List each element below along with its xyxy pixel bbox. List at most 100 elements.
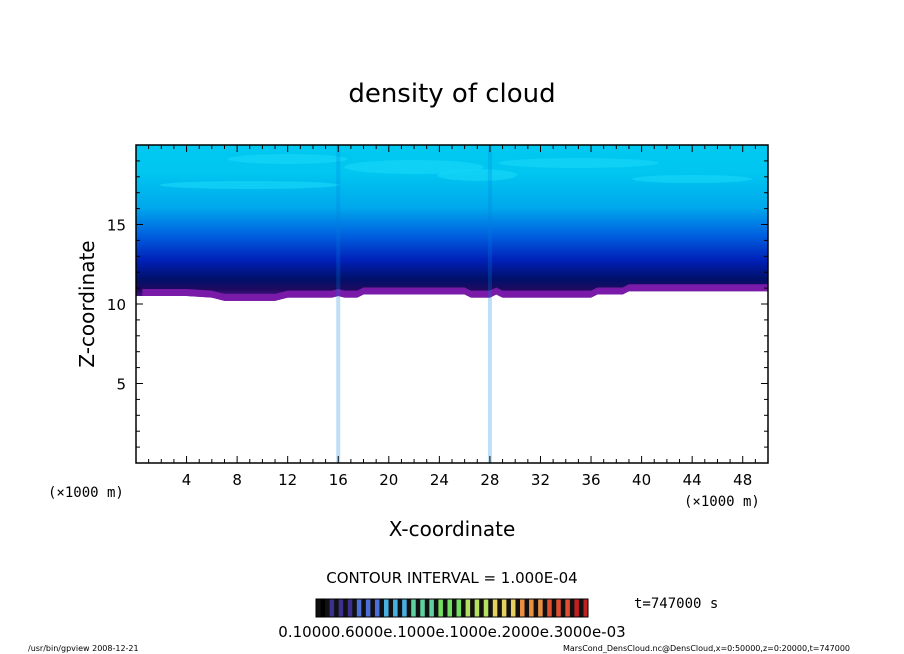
colorbar-cell xyxy=(547,599,553,617)
colorbar-cell xyxy=(461,599,467,617)
x-tick-label: 32 xyxy=(531,471,550,489)
colorbar-cell xyxy=(429,599,435,617)
x-tick-label: 40 xyxy=(632,471,651,489)
colorbar-cell xyxy=(565,599,571,617)
colorbar-cell xyxy=(510,599,516,617)
cloud-streak xyxy=(336,145,341,463)
colorbar-cell xyxy=(433,599,439,617)
colorbar-cell xyxy=(492,599,498,617)
colorbar xyxy=(316,599,589,617)
x-tick-label: 44 xyxy=(683,471,702,489)
plot-area xyxy=(136,145,768,463)
y-tick-label: 10 xyxy=(107,296,126,314)
cloud-wisp xyxy=(159,181,340,189)
colorbar-cell xyxy=(356,599,362,617)
x-unit-right: (×1000 m) xyxy=(684,494,760,510)
colorbar-cell xyxy=(569,599,575,617)
colorbar-cell xyxy=(515,599,521,617)
cloud-wisp xyxy=(632,175,753,183)
colorbar-cell xyxy=(506,599,512,617)
colorbar-cell xyxy=(556,599,562,617)
footer-right: MarsCond_DensCloud.nc@DensCloud,x=0:5000… xyxy=(563,644,850,653)
cloud-wisp xyxy=(227,154,348,164)
colorbar-cell xyxy=(316,599,322,617)
colorbar-cell xyxy=(529,599,535,617)
colorbar-cell xyxy=(411,599,417,617)
colorbar-cell xyxy=(424,599,430,617)
x-tick-label: 8 xyxy=(232,471,242,489)
x-axis-label: X-coordinate xyxy=(389,517,516,541)
cloud-wisp xyxy=(498,158,659,168)
colorbar-frame xyxy=(315,598,589,618)
colorbar-cell xyxy=(520,599,526,617)
colorbar-cell xyxy=(365,599,371,617)
colorbar-cell xyxy=(474,599,480,617)
y-tick-label: 5 xyxy=(116,376,126,394)
colorbar-cell xyxy=(560,599,566,617)
colorbar-cell xyxy=(483,599,489,617)
colorbar-cell xyxy=(501,599,507,617)
y-tick-label: 15 xyxy=(107,217,126,235)
footer-left: /usr/bin/gpview 2008-12-21 xyxy=(28,644,139,653)
x-tick-label: 28 xyxy=(480,471,499,489)
colorbar-cell xyxy=(379,599,385,617)
x-tick-label: 24 xyxy=(430,471,449,489)
colorbar-cell xyxy=(442,599,448,617)
cloud-texture xyxy=(159,145,753,463)
colorbar-cell xyxy=(533,599,539,617)
colorbar-cell xyxy=(384,599,390,617)
colorbar-cell xyxy=(393,599,399,617)
x-tick-labels: 4 8 12 16 20 24 28 32 36 40 44 48 xyxy=(182,471,752,489)
colorbar-cell xyxy=(343,599,349,617)
colorbar-cell xyxy=(551,599,557,617)
x-tick-label: 12 xyxy=(278,471,297,489)
axis-ticks xyxy=(135,144,769,464)
colorbar-cell xyxy=(470,599,476,617)
colorbar-cell xyxy=(479,599,485,617)
colorbar-cell xyxy=(338,599,344,617)
time-label: t=747000 s xyxy=(634,596,718,612)
y-axis-label: Z-coordinate xyxy=(75,240,99,367)
colorbar-cell xyxy=(370,599,376,617)
colorbar-cell xyxy=(583,599,589,617)
colorbar-cell xyxy=(465,599,471,617)
colorbar-cell xyxy=(374,599,380,617)
colorbar-cell xyxy=(452,599,458,617)
colorbar-cell xyxy=(406,599,412,617)
colorbar-cell xyxy=(415,599,421,617)
colorbar-cell xyxy=(361,599,367,617)
chart-title: density of cloud xyxy=(348,79,555,109)
colorbar-cell xyxy=(420,599,426,617)
x-tick-label: 36 xyxy=(581,471,600,489)
colorbar-cell xyxy=(397,599,403,617)
colorbar-cell xyxy=(524,599,530,617)
colorbar-cell xyxy=(578,599,584,617)
colorbar-cell xyxy=(497,599,503,617)
contour-interval: CONTOUR INTERVAL = 1.000E-04 xyxy=(326,569,577,587)
colorbar-cell xyxy=(574,599,580,617)
cloud-base-layer xyxy=(142,284,768,301)
colorbar-cell xyxy=(447,599,453,617)
colorbar-cell xyxy=(329,599,335,617)
colorbar-cell xyxy=(402,599,408,617)
colorbar-cell xyxy=(538,599,544,617)
colorbar-cell xyxy=(488,599,494,617)
cloud-wisp xyxy=(344,160,485,174)
colorbar-cell xyxy=(352,599,358,617)
colorbar-cell xyxy=(438,599,444,617)
x-tick-label: 16 xyxy=(329,471,348,489)
colorbar-labels: 0.10000.6000e.1000e.1000e.2000e.3000e-03 xyxy=(278,623,625,641)
colorbar-cell xyxy=(542,599,548,617)
x-tick-label: 4 xyxy=(182,471,192,489)
y-tick-labels: 5 10 15 xyxy=(107,217,126,394)
colorbar-cell xyxy=(325,599,331,617)
colorbar-cell xyxy=(347,599,353,617)
x-unit-left: (×1000 m) xyxy=(48,485,124,501)
colorbar-cell xyxy=(320,599,326,617)
colorbar-cell xyxy=(334,599,340,617)
colorbar-cell xyxy=(456,599,462,617)
colorbar-cell xyxy=(388,599,394,617)
cloud-wisp xyxy=(437,169,518,181)
x-tick-label: 48 xyxy=(733,471,752,489)
